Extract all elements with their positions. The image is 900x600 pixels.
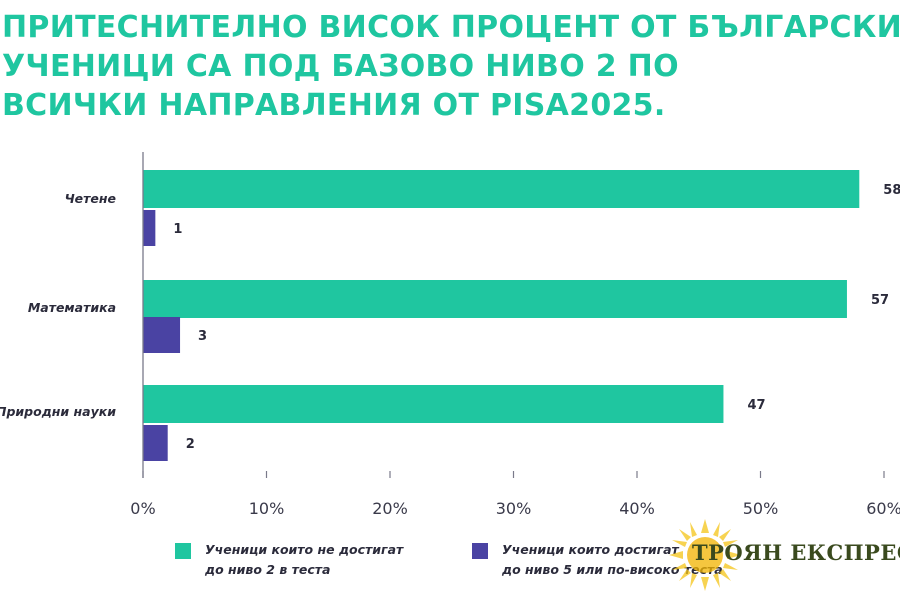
bar-value-label: 58 xyxy=(883,183,900,198)
watermark-sun-logo xyxy=(669,519,741,591)
bar-below-level-2 xyxy=(143,170,860,208)
bar-level-5 xyxy=(143,425,168,461)
bar-value-label: 1 xyxy=(173,222,182,237)
x-tick-label: 30% xyxy=(496,499,532,518)
x-tick-label: 10% xyxy=(249,499,285,518)
bar-value-label: 3 xyxy=(198,329,207,344)
bar-level-5 xyxy=(143,210,156,246)
x-tick-label: 40% xyxy=(619,499,655,518)
watermark-text: ТРОЯН ЕКСПРЕС xyxy=(692,540,900,565)
bar-value-label: 47 xyxy=(747,398,765,413)
bar-level-5 xyxy=(143,317,181,353)
chart-title: ПРИТЕСНИТЕЛНО ВИСОК ПРОЦЕНТ ОТ БЪЛГАРСКИ… xyxy=(2,8,900,125)
chart-title-line: УЧЕНИЦИ СА ПОД БАЗОВО НИВО 2 ПО xyxy=(2,49,679,84)
x-tick-label: 20% xyxy=(372,499,408,518)
bar-below-level-2 xyxy=(143,385,724,423)
x-tick-label: 50% xyxy=(743,499,779,518)
x-tick-label: 0% xyxy=(130,499,155,518)
chart-title-line: ВСИЧКИ НАПРАВЛЕНИЯ ОТ PISA2025. xyxy=(2,88,666,123)
x-tick-label: 60% xyxy=(866,499,900,518)
bar-below-level-2 xyxy=(143,280,847,318)
category-label: Четене xyxy=(65,191,116,206)
category-label: Природни науки xyxy=(0,404,116,419)
bar-value-label: 57 xyxy=(871,293,889,308)
category-label: Математика xyxy=(28,300,116,315)
bar-value-label: 2 xyxy=(186,437,195,452)
chart-title-line: ПРИТЕСНИТЕЛНО ВИСОК ПРОЦЕНТ ОТ БЪЛГАРСКИ… xyxy=(2,10,900,45)
